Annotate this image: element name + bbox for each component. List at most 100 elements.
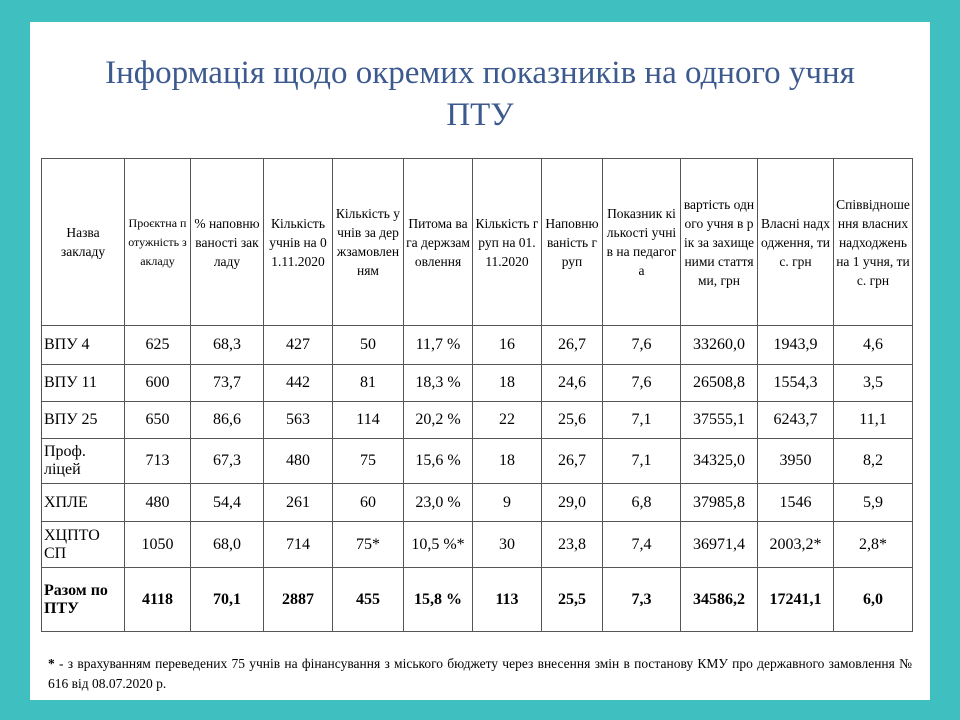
table-cell: 70,1 — [190, 567, 264, 632]
table-cell: 18 — [472, 438, 542, 484]
sheet: Інформація щодо окремих показників на од… — [30, 22, 930, 700]
table-cell: 54,4 — [190, 483, 264, 522]
table-cell: 7,1 — [602, 438, 681, 484]
table-cell: 7,4 — [602, 521, 681, 568]
title: Інформація щодо окремих показників на од… — [105, 55, 855, 133]
table-cell: 714 — [263, 521, 333, 568]
table-cell: 1554,3 — [757, 364, 834, 402]
table-cell: 9 — [472, 483, 542, 522]
table-cell: 7,1 — [602, 401, 681, 439]
table-row: Разом по ПТУ 4118 70,1 2887 455 15,8 % 113 25,5… — [41, 567, 913, 632]
table-cell: 427 — [263, 325, 333, 365]
table-cell: 24,6 — [541, 364, 603, 402]
table-cell: 600 — [124, 364, 191, 402]
table-cell: 18 — [472, 364, 542, 402]
table-cell: 480 — [124, 483, 191, 522]
table-cell: ВПУ 25 — [41, 401, 125, 439]
table-cell: 7,6 — [602, 364, 681, 402]
table-cell: 5,9 — [833, 483, 913, 522]
header-cell: Питома вага держзамовлення — [403, 158, 473, 326]
table-cell: 8,2 — [833, 438, 913, 484]
table-row: ХЦПТО СП 1050 68,0 714 75* 10,5 %* 30 23,8 7,4 36… — [41, 521, 913, 568]
header-cell: Назва закладу — [41, 158, 125, 326]
table: Назва закладу Проєктна потужність закладу… — [41, 158, 913, 632]
table-cell: 26,7 — [541, 325, 603, 365]
table-cell: 15,8 % — [403, 567, 473, 632]
table-cell: 37985,8 — [680, 483, 758, 522]
table-cell: 6,0 — [833, 567, 913, 632]
table-cell: 625 — [124, 325, 191, 365]
table-cell: 73,7 — [190, 364, 264, 402]
table-cell: ХЦПТО СП — [41, 521, 125, 568]
table-cell: 3,5 — [833, 364, 913, 402]
table-row: ВПУ 25 650 86,6 563 114 20,2 % 22 25,6 7,1 37555,… — [41, 401, 913, 439]
table-cell: 25,6 — [541, 401, 603, 439]
table-cell: 4,6 — [833, 325, 913, 365]
table-cell: 4118 — [124, 567, 191, 632]
table-cell: 33260,0 — [680, 325, 758, 365]
table-cell: 18,3 % — [403, 364, 473, 402]
table-cell: 30 — [472, 521, 542, 568]
table-cell: 75 — [332, 438, 404, 484]
header-cell: % наповнюваності закладу — [190, 158, 264, 326]
table-cell: 10,5 %* — [403, 521, 473, 568]
table-row: ВПУ 11 600 73,7 442 81 18,3 % 18 24,6 7,6 26508,8… — [41, 364, 913, 402]
header-cell: Проєктна потужність закладу — [124, 158, 191, 326]
table-cell: ХПЛЕ — [41, 483, 125, 522]
table-cell: 3950 — [757, 438, 834, 484]
header-row: Назва закладу Проєктна потужність закладу… — [41, 158, 913, 326]
table-cell: 261 — [263, 483, 333, 522]
table-cell: 23,8 — [541, 521, 603, 568]
header-cell: Наповнюваність груп — [541, 158, 603, 326]
table-cell: 17241,1 — [757, 567, 834, 632]
table-cell: 1943,9 — [757, 325, 834, 365]
table-cell: 23,0 % — [403, 483, 473, 522]
table-cell: 455 — [332, 567, 404, 632]
table-cell: 7,6 — [602, 325, 681, 365]
table-cell: 1546 — [757, 483, 834, 522]
table-cell: 563 — [263, 401, 333, 439]
table-cell: 713 — [124, 438, 191, 484]
table-cell: 50 — [332, 325, 404, 365]
table-cell: 81 — [332, 364, 404, 402]
table-row: ХПЛЕ 480 54,4 261 60 23,0 % 9 29,0 6,8 37985,8 154… — [41, 483, 913, 522]
header-cell: вартість одного учня в рік за захищеними… — [680, 158, 758, 326]
table-cell: 480 — [263, 438, 333, 484]
table-cell: 2,8* — [833, 521, 913, 568]
table-cell: Проф. ліцей — [41, 438, 125, 484]
table-cell: 6,8 — [602, 483, 681, 522]
table-cell: 442 — [263, 364, 333, 402]
table-cell: ВПУ 11 — [41, 364, 125, 402]
table-cell: 26508,8 — [680, 364, 758, 402]
table-cell: 86,6 — [190, 401, 264, 439]
header-cell: Власні надходження, тис. грн — [757, 158, 834, 326]
table-cell: 7,3 — [602, 567, 681, 632]
table-row: ВПУ 4 625 68,3 427 50 11,7 % 16 26,7 7,6 33260,0 1… — [41, 325, 913, 365]
footnote-text: - з врахуванням переведених 75 учнів на … — [48, 656, 912, 691]
footnote-marker: * — [48, 656, 55, 671]
table-cell: 60 — [332, 483, 404, 522]
table-cell: 36971,4 — [680, 521, 758, 568]
table-cell: 37555,1 — [680, 401, 758, 439]
header-cell: Кількість груп на 01.11.2020 — [472, 158, 542, 326]
table-cell: 75* — [332, 521, 404, 568]
table-cell: 29,0 — [541, 483, 603, 522]
table-cell: 114 — [332, 401, 404, 439]
table-cell: 2003,2* — [757, 521, 834, 568]
table-cell: 34586,2 — [680, 567, 758, 632]
table-cell: 11,1 — [833, 401, 913, 439]
table-cell: 22 — [472, 401, 542, 439]
table-cell: 67,3 — [190, 438, 264, 484]
table-cell: 34325,0 — [680, 438, 758, 484]
table-cell: 25,5 — [541, 567, 603, 632]
table-cell: 6243,7 — [757, 401, 834, 439]
table-cell: 68,3 — [190, 325, 264, 365]
table-cell: 11,7 % — [403, 325, 473, 365]
table-cell: ВПУ 4 — [41, 325, 125, 365]
table-cell: 26,7 — [541, 438, 603, 484]
table-cell: 113 — [472, 567, 542, 632]
table-cell: 2887 — [263, 567, 333, 632]
table-row: Проф. ліцей 713 67,3 480 75 15,6 % 18 26,7 7,1 34… — [41, 438, 913, 484]
table-cell: 68,0 — [190, 521, 264, 568]
